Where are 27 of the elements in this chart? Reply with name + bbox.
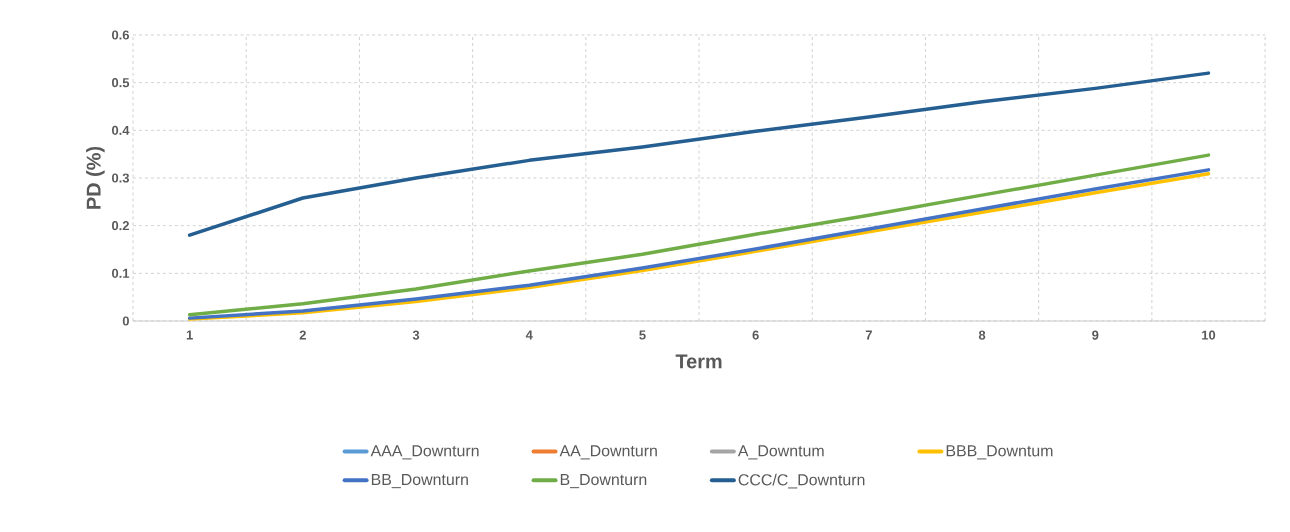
legend-label: A_Downtum bbox=[737, 445, 824, 460]
legend-label: BB_Downturn bbox=[371, 474, 468, 489]
y-tick-label: 0.2 bbox=[112, 221, 129, 231]
y-axis-title: PD (%) bbox=[86, 146, 105, 209]
y-tick-label: 0.1 bbox=[112, 268, 130, 278]
y-tick-label: 0.3 bbox=[112, 173, 130, 183]
x-tick-label: 6 bbox=[752, 330, 759, 340]
y-tick-label: 0 bbox=[122, 316, 129, 326]
x-tick-label: 4 bbox=[525, 330, 533, 340]
y-tick-label: 0.4 bbox=[112, 125, 130, 135]
x-tick-label: 1 bbox=[186, 330, 193, 340]
legend-label: AA_Downturn bbox=[559, 445, 657, 460]
x-tick-label: 5 bbox=[639, 330, 646, 340]
x-tick-label: 8 bbox=[978, 330, 986, 340]
y-tick-label: 0.6 bbox=[112, 30, 130, 40]
legend-label: CCC/C_Downturn bbox=[738, 473, 865, 489]
x-tick-label: 9 bbox=[1092, 330, 1099, 340]
y-tick-label: 0.5 bbox=[112, 78, 130, 88]
x-tick-label: 2 bbox=[299, 330, 306, 340]
x-tick-label: 3 bbox=[412, 330, 420, 340]
legend-label: AAA_Downturn bbox=[370, 445, 479, 460]
x-tick-label: 10 bbox=[1202, 330, 1216, 340]
x-tick-label: 7 bbox=[865, 330, 872, 340]
legend-label: BBB_Downtum bbox=[946, 445, 1053, 460]
x-axis-title: Term bbox=[675, 354, 722, 369]
line-series bbox=[187, 71, 1211, 237]
legend-label: B_Downturn bbox=[560, 474, 647, 489]
